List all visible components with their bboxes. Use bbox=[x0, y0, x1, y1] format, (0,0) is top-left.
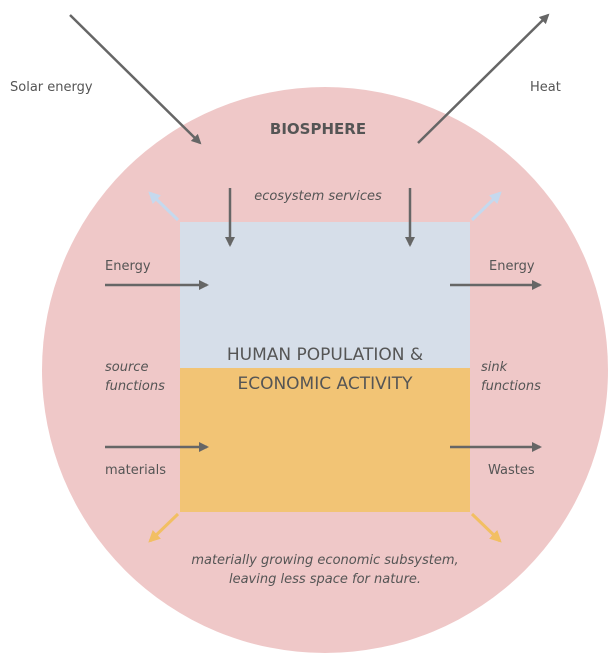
growth-arrow bbox=[470, 191, 502, 222]
label: Wastes bbox=[488, 463, 535, 478]
label: Energy bbox=[105, 259, 151, 274]
growth-arrow bbox=[148, 191, 180, 222]
label: source bbox=[105, 360, 148, 375]
label: ECONOMIC ACTIVITY bbox=[237, 374, 413, 394]
label: leaving less space for nature. bbox=[229, 572, 421, 587]
growth-arrow bbox=[148, 512, 180, 543]
label: Solar energy bbox=[10, 80, 93, 95]
label: BIOSPHERE bbox=[270, 120, 366, 138]
label: functions bbox=[481, 379, 541, 394]
label: functions bbox=[105, 379, 165, 394]
label: sink bbox=[481, 360, 508, 375]
label: materials bbox=[105, 463, 166, 478]
human-box-bottom bbox=[180, 368, 470, 512]
solar-arrow bbox=[69, 14, 202, 145]
growth-arrow bbox=[470, 512, 502, 543]
label: ecosystem services bbox=[254, 189, 382, 204]
label: Energy bbox=[489, 259, 535, 274]
label: materially growing economic subsystem, bbox=[191, 553, 458, 568]
heat-arrow bbox=[417, 13, 550, 144]
label: HUMAN POPULATION & bbox=[227, 345, 423, 365]
label: Heat bbox=[530, 80, 561, 95]
